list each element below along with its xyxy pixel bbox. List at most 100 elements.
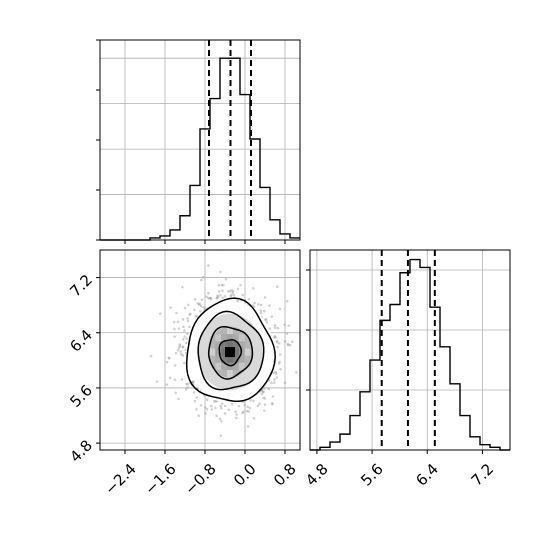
scatter-point bbox=[270, 402, 274, 405]
scatter-point bbox=[262, 409, 266, 412]
scatter-point bbox=[227, 408, 231, 412]
scatter-point bbox=[277, 362, 281, 365]
scatter-point bbox=[223, 404, 227, 408]
scatter-point bbox=[173, 378, 177, 382]
scatter-point bbox=[276, 326, 280, 330]
scatter-point bbox=[173, 327, 176, 331]
density-block bbox=[227, 327, 233, 335]
scatter-point bbox=[217, 290, 221, 293]
scatter-point bbox=[180, 352, 183, 356]
scatter-point bbox=[176, 348, 180, 352]
scatter-point bbox=[200, 278, 203, 282]
scatter-point bbox=[283, 340, 287, 343]
scatter-point bbox=[174, 391, 178, 395]
scatter-point bbox=[230, 288, 233, 292]
scatter-point bbox=[165, 383, 169, 386]
scatter-point bbox=[199, 403, 203, 407]
scatter-point bbox=[192, 391, 196, 394]
scatter-point bbox=[167, 356, 171, 360]
scatter-point bbox=[199, 304, 203, 308]
scatter-point bbox=[237, 404, 241, 408]
scatter-point bbox=[179, 350, 183, 353]
density-block bbox=[221, 355, 228, 363]
density-block bbox=[227, 355, 233, 363]
histogram-x-steps bbox=[100, 57, 300, 241]
scatter-point bbox=[251, 287, 255, 290]
scatter-point bbox=[193, 399, 197, 403]
density-block bbox=[227, 362, 233, 370]
density-block bbox=[238, 334, 245, 342]
density-block bbox=[232, 348, 239, 356]
scatter-point bbox=[188, 325, 191, 329]
scatter-point bbox=[176, 320, 180, 324]
scatter-point bbox=[202, 305, 205, 309]
density-block bbox=[227, 334, 233, 342]
density-block bbox=[227, 369, 233, 378]
scatter-point bbox=[264, 318, 267, 321]
scatter-point bbox=[172, 320, 176, 324]
scatter-point bbox=[270, 315, 274, 318]
scatter-point bbox=[188, 312, 192, 316]
scatter-point bbox=[219, 294, 222, 297]
scatter-point bbox=[230, 402, 234, 406]
scatter-point bbox=[273, 336, 276, 339]
scatter-point bbox=[268, 304, 271, 307]
scatter-point bbox=[210, 408, 214, 411]
density-peak bbox=[225, 347, 235, 358]
x-tick-label: 0.8 bbox=[270, 460, 300, 490]
scatter-point bbox=[283, 381, 287, 385]
contour-line bbox=[185, 297, 276, 403]
scatter-point bbox=[294, 371, 298, 374]
scatter-point bbox=[169, 306, 172, 309]
scatter-point bbox=[188, 313, 192, 316]
density-block bbox=[238, 341, 245, 349]
scatter-point bbox=[193, 308, 196, 312]
x-tick-label: −1.6 bbox=[141, 460, 179, 498]
scatter-point bbox=[278, 360, 281, 364]
scatter-point bbox=[273, 326, 277, 330]
density-block bbox=[215, 334, 222, 342]
scatter-point bbox=[241, 293, 245, 297]
scatter-point bbox=[252, 417, 256, 420]
scatter-point bbox=[247, 297, 251, 301]
scatter-point bbox=[257, 303, 260, 306]
scatter-point bbox=[275, 376, 279, 379]
scatter-point bbox=[263, 387, 266, 390]
scatter-point bbox=[243, 403, 247, 407]
scatter-point bbox=[286, 343, 290, 347]
y-tick-label: 4.8 bbox=[66, 436, 96, 466]
scatter-point bbox=[246, 425, 250, 428]
scatter-point bbox=[195, 408, 198, 411]
scatter-point bbox=[220, 407, 223, 410]
scatter-point bbox=[183, 361, 186, 365]
scatter-point bbox=[273, 334, 277, 338]
scatter-point bbox=[215, 414, 219, 418]
scatter-point bbox=[181, 318, 185, 321]
x-tick-label: −0.8 bbox=[181, 460, 219, 498]
scatter-point bbox=[249, 398, 252, 402]
scatter-point bbox=[186, 303, 190, 307]
scatter-point bbox=[197, 414, 201, 418]
scatter-point bbox=[287, 324, 290, 327]
scatter-point bbox=[191, 380, 195, 384]
scatter-point bbox=[207, 296, 210, 300]
scatter-point bbox=[185, 382, 188, 386]
scatter-point bbox=[209, 296, 213, 300]
scatter-point bbox=[204, 412, 207, 415]
scatter-point bbox=[276, 345, 279, 349]
scatter-point bbox=[205, 295, 208, 298]
density-block bbox=[215, 355, 222, 363]
scatter-point bbox=[181, 345, 185, 349]
scatter-point bbox=[186, 382, 190, 386]
scatter-point bbox=[191, 380, 194, 384]
scatter-point bbox=[242, 410, 245, 414]
scatter-point bbox=[175, 311, 178, 315]
scatter-point bbox=[271, 395, 275, 398]
scatter-point bbox=[267, 387, 270, 391]
scatter-point bbox=[272, 371, 276, 375]
scatter-point bbox=[260, 392, 264, 396]
scatter-point bbox=[273, 378, 276, 381]
joint-density-panel: −2.4 −1.6 −0.8 0.0 0.8 4.8 5.6 6.4 7.2 bbox=[66, 249, 301, 499]
contour-line bbox=[197, 310, 265, 391]
scatter-point bbox=[259, 311, 263, 315]
